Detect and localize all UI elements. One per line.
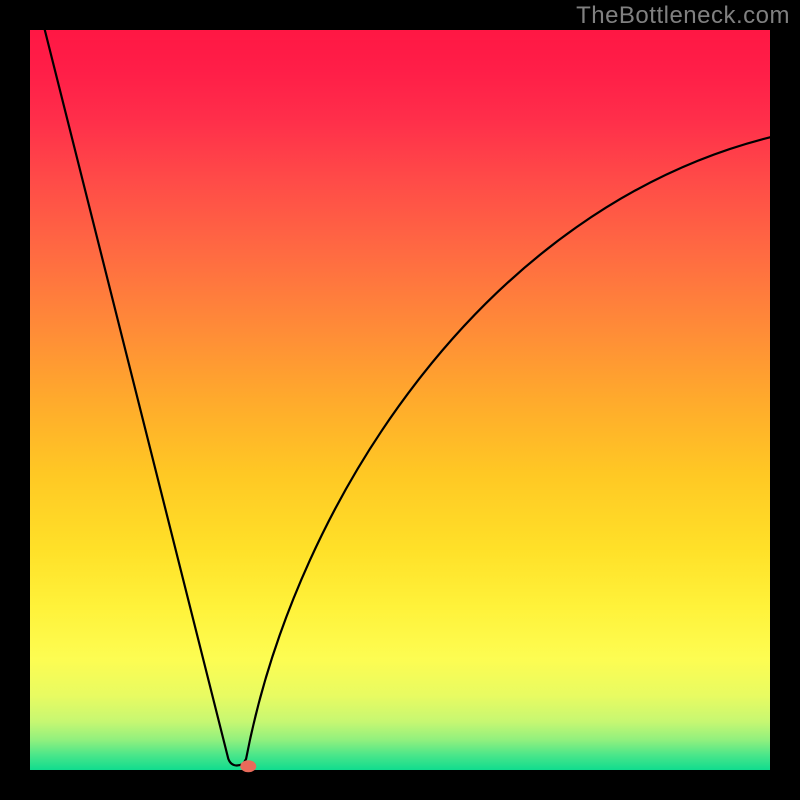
plot-area [30,30,770,770]
bottleneck-chart-svg [0,0,800,800]
watermark-text: TheBottleneck.com [576,2,790,30]
optimal-point-marker [240,760,256,772]
chart-stage: TheBottleneck.com [0,0,800,800]
